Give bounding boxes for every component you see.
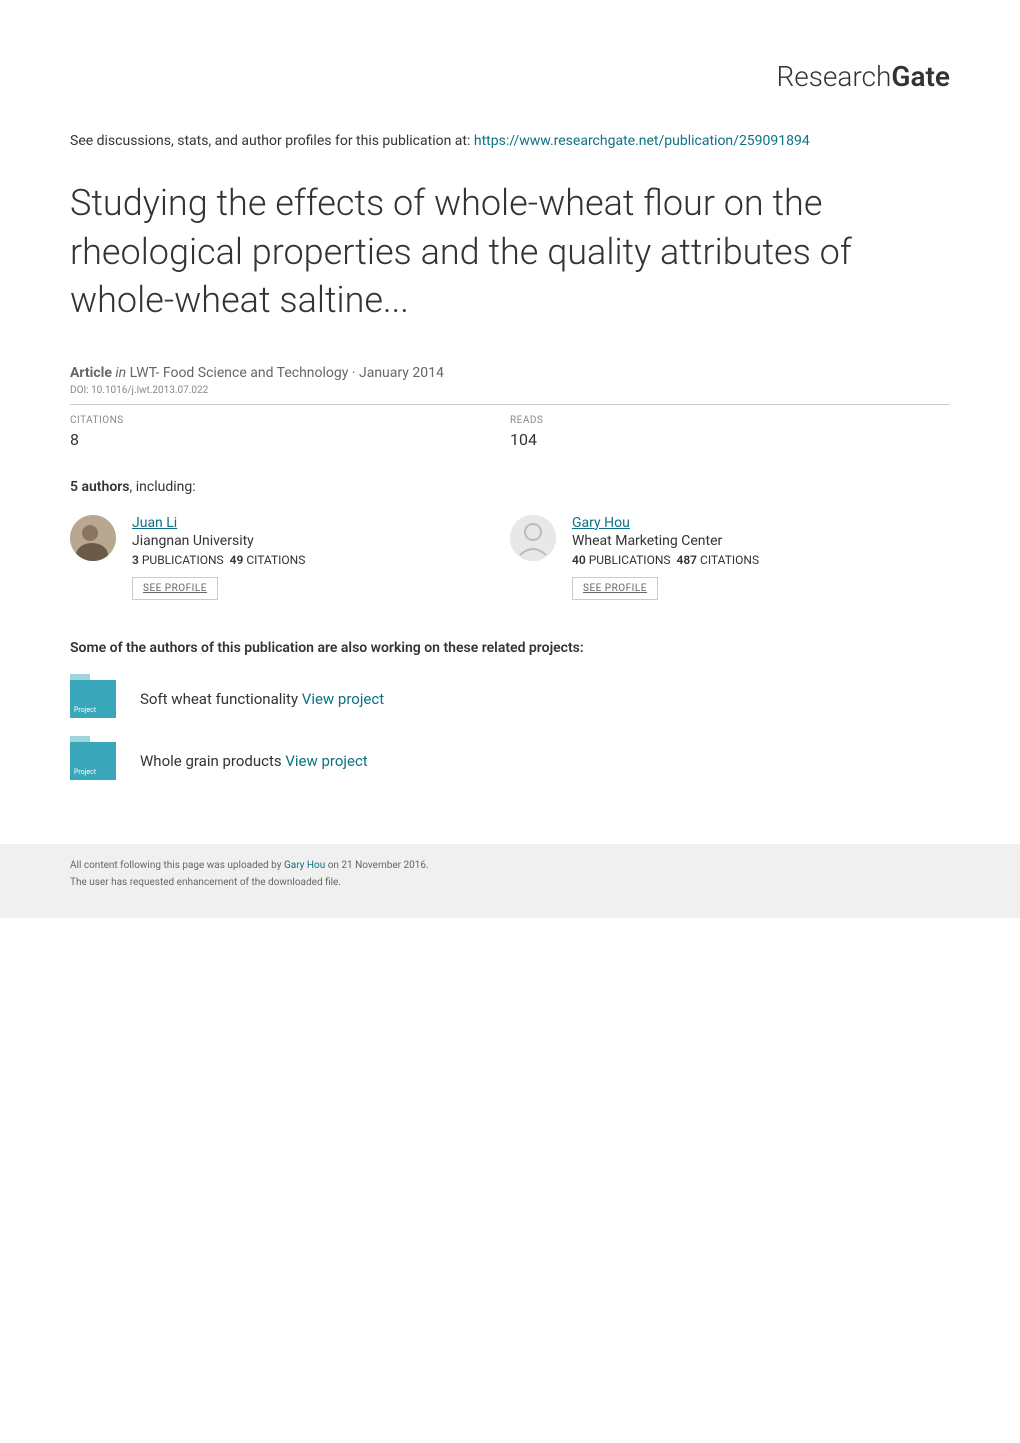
citations-label: CITATIONS (70, 415, 510, 426)
project-title: Whole grain products (140, 752, 285, 770)
projects-heading: Some of the authors of this publication … (70, 640, 950, 656)
article-label: Article (70, 365, 112, 381)
intro-text: See discussions, stats, and author profi… (70, 133, 950, 149)
footer-line2: The user has requested enhancement of th… (70, 877, 950, 888)
pubs-label: PUBLICATIONS (589, 553, 671, 567)
see-profile-button[interactable]: SEE PROFILE (132, 577, 218, 600)
author-card: Juan Li Jiangnan University 3 PUBLICATIO… (70, 515, 510, 600)
pubs-label: PUBLICATIONS (142, 553, 224, 567)
authors-count: 5 authors (70, 479, 130, 495)
article-in: in (115, 365, 126, 381)
cites-label: CITATIONS (246, 553, 305, 567)
avatar[interactable] (70, 515, 116, 561)
author-affiliation: Jiangnan University (132, 533, 305, 549)
doi-text: DOI: 10.1016/j.lwt.2013.07.022 (70, 385, 950, 396)
project-text: Soft wheat functionality View project (140, 690, 384, 708)
author-name-link[interactable]: Juan Li (132, 515, 305, 531)
footer-line1-prefix: All content following this page was uplo… (70, 860, 284, 871)
paper-title: Studying the effects of whole-wheat flou… (70, 179, 950, 325)
pubs-count: 40 (572, 553, 586, 567)
project-row: Project Soft wheat functionality View pr… (70, 680, 950, 718)
author-stats: 40 PUBLICATIONS 487 CITATIONS (572, 553, 759, 567)
article-meta: Article in LWT- Food Science and Technol… (70, 365, 950, 381)
author-stats: 3 PUBLICATIONS 49 CITATIONS (132, 553, 305, 567)
footer-line1: All content following this page was uplo… (70, 860, 950, 871)
project-text: Whole grain products View project (140, 752, 368, 770)
authors-row: Juan Li Jiangnan University 3 PUBLICATIO… (70, 515, 950, 600)
footer: All content following this page was uplo… (0, 844, 1020, 918)
cites-label: CITATIONS (700, 553, 759, 567)
citations-block: CITATIONS 8 (70, 415, 510, 449)
view-project-link[interactable]: View project (302, 690, 384, 708)
project-title: Soft wheat functionality (140, 690, 302, 708)
authors-suffix: , including: (130, 479, 196, 495)
view-project-link[interactable]: View project (285, 752, 367, 770)
cites-count: 487 (676, 553, 697, 567)
avatar-placeholder-icon (510, 515, 556, 561)
intro-prefix: See discussions, stats, and author profi… (70, 133, 474, 149)
project-badge-label: Project (74, 768, 96, 776)
footer-line1-suffix: on 21 November 2016. (325, 860, 428, 871)
publication-link[interactable]: https://www.researchgate.net/publication… (474, 133, 810, 149)
article-journal: LWT- Food Science and Technology · Janua… (130, 365, 444, 381)
project-badge-icon: Project (70, 680, 116, 718)
reads-label: READS (510, 415, 950, 426)
researchgate-logo: ResearchGate (70, 60, 950, 93)
pubs-count: 3 (132, 553, 139, 567)
logo-text-light: Research (776, 60, 891, 93)
author-name-link[interactable]: Gary Hou (572, 515, 759, 531)
see-profile-button[interactable]: SEE PROFILE (572, 577, 658, 600)
avatar-photo-icon (70, 515, 116, 561)
author-affiliation: Wheat Marketing Center (572, 533, 759, 549)
reads-value: 104 (510, 430, 950, 449)
footer-uploader-link[interactable]: Gary Hou (284, 860, 325, 871)
author-card: Gary Hou Wheat Marketing Center 40 PUBLI… (510, 515, 950, 600)
citations-value: 8 (70, 430, 510, 449)
reads-block: READS 104 (510, 415, 950, 449)
author-info: Juan Li Jiangnan University 3 PUBLICATIO… (132, 515, 305, 600)
author-info: Gary Hou Wheat Marketing Center 40 PUBLI… (572, 515, 759, 600)
logo-text-bold: Gate (891, 60, 950, 93)
authors-heading: 5 authors, including: (70, 479, 950, 495)
stats-row: CITATIONS 8 READS 104 (70, 404, 950, 449)
project-badge-icon: Project (70, 742, 116, 780)
project-badge-label: Project (74, 706, 96, 714)
project-row: Project Whole grain products View projec… (70, 742, 950, 780)
cites-count: 49 (230, 553, 244, 567)
avatar[interactable] (510, 515, 556, 561)
